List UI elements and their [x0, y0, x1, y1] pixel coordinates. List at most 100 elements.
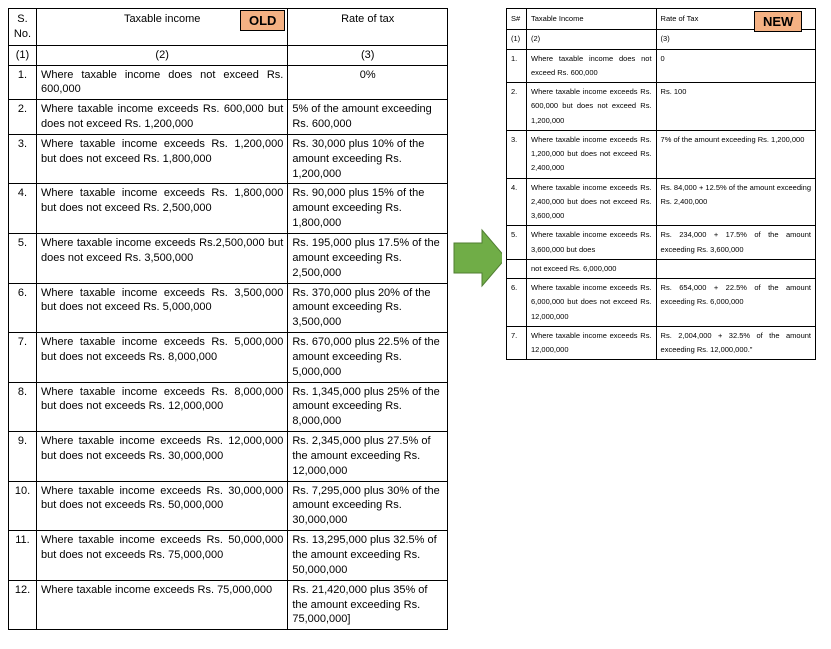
cell-rate: 5% of the amount exceeding Rs. 600,000: [288, 100, 448, 135]
cell-taxable-income: Where taxable income exceeds Rs. 1,800,0…: [36, 184, 287, 234]
table-row: 2.Where taxable income exceeds Rs. 600,0…: [9, 100, 448, 135]
old-table-section: OLD S. No. Taxable income Rate of tax (1…: [8, 8, 448, 630]
cell-sno: 7.: [507, 326, 527, 360]
cell-taxable-income: Where taxable income exceeds Rs. 30,000,…: [36, 481, 287, 531]
cell-sno: 2.: [507, 83, 527, 131]
cell-rate: Rs. 195,000 plus 17.5% of the amount exc…: [288, 233, 448, 283]
cell-taxable-income: Where taxable income exceeds Rs. 12,000,…: [526, 326, 656, 360]
subheader-3: (3): [656, 30, 815, 49]
cell-sno: 2.: [9, 100, 37, 135]
cell-taxable-income: Where taxable income exceeds Rs. 75,000,…: [36, 580, 287, 630]
cell-rate: Rs. 234,000 + 17.5% of the amount exceed…: [656, 226, 815, 260]
table-row: 7.Where taxable income exceeds Rs. 5,000…: [9, 333, 448, 383]
subheader-2: (2): [36, 45, 287, 65]
cell-taxable-income: not exceed Rs. 6,000,000: [526, 259, 656, 278]
old-tax-table: S. No. Taxable income Rate of tax (1) (2…: [8, 8, 448, 630]
table-row: 1.Where taxable income does not exceed R…: [9, 65, 448, 100]
cell-taxable-income: Where taxable income exceeds Rs. 3,500,0…: [36, 283, 287, 333]
cell-sno: 8.: [9, 382, 37, 432]
cell-taxable-income: Where taxable income exceeds Rs. 6,000,0…: [526, 279, 656, 327]
cell-rate: Rs. 370,000 plus 20% of the amount excee…: [288, 283, 448, 333]
cell-rate: [656, 259, 815, 278]
table-header-row: S. No. Taxable income Rate of tax: [9, 9, 448, 46]
cell-rate: Rs. 654,000 + 22.5% of the amount exceed…: [656, 279, 815, 327]
table-row: 4.Where taxable income exceeds Rs. 2,400…: [507, 178, 816, 226]
table-row: 3.Where taxable income exceeds Rs. 1,200…: [507, 130, 816, 178]
table-row: 6.Where taxable income exceeds Rs. 3,500…: [9, 283, 448, 333]
cell-taxable-income: Where taxable income exceeds Rs. 2,400,0…: [526, 178, 656, 226]
header-taxable-income: Taxable Income: [526, 9, 656, 30]
cell-sno: 3.: [9, 134, 37, 184]
old-badge: OLD: [240, 10, 285, 31]
cell-taxable-income: Where taxable income exceeds Rs. 50,000,…: [36, 531, 287, 581]
header-sno: S#: [507, 9, 527, 30]
cell-rate: Rs. 13,295,000 plus 32.5% of the amount …: [288, 531, 448, 581]
cell-rate: Rs. 1,345,000 plus 25% of the amount exc…: [288, 382, 448, 432]
cell-taxable-income: Where taxable income exceeds Rs. 1,200,0…: [36, 134, 287, 184]
cell-taxable-income: Where taxable income exceeds Rs. 600,000…: [36, 100, 287, 135]
table-row: 3.Where taxable income exceeds Rs. 1,200…: [9, 134, 448, 184]
cell-sno: 12.: [9, 580, 37, 630]
table-row: 5.Where taxable income exceeds Rs.2,500,…: [9, 233, 448, 283]
cell-taxable-income: Where taxable income does not exceed Rs.…: [36, 65, 287, 100]
right-arrow-icon: [452, 228, 502, 288]
cell-rate: 0: [656, 49, 815, 83]
table-row: 4.Where taxable income exceeds Rs. 1,800…: [9, 184, 448, 234]
cell-sno: 6.: [507, 279, 527, 327]
cell-sno: 9.: [9, 432, 37, 482]
cell-taxable-income: Where taxable income exceeds Rs. 600,000…: [526, 83, 656, 131]
new-badge: NEW: [754, 11, 802, 32]
cell-rate: 7% of the amount exceeding Rs. 1,200,000: [656, 130, 815, 178]
cell-rate: Rs. 7,295,000 plus 30% of the amount exc…: [288, 481, 448, 531]
cell-sno: 5.: [9, 233, 37, 283]
new-table-section: NEW S# Taxable Income Rate of Tax (1) (2…: [506, 8, 816, 360]
cell-rate: 0%: [288, 65, 448, 100]
subheader-1: (1): [9, 45, 37, 65]
cell-sno: 1.: [507, 49, 527, 83]
header-rate: Rate of tax: [288, 9, 448, 46]
cell-rate: Rs. 670,000 plus 22.5% of the amount exc…: [288, 333, 448, 383]
arrow-section: [452, 8, 502, 288]
table-subheader-row: (1) (2) (3): [507, 30, 816, 49]
cell-rate: Rs. 100: [656, 83, 815, 131]
cell-taxable-income: Where taxable income exceeds Rs. 12,000,…: [36, 432, 287, 482]
cell-sno: 10.: [9, 481, 37, 531]
cell-taxable-income: Where taxable income exceeds Rs. 3,600,0…: [526, 226, 656, 260]
cell-sno: 4.: [507, 178, 527, 226]
subheader-3: (3): [288, 45, 448, 65]
cell-taxable-income: Where taxable income exceeds Rs. 5,000,0…: [36, 333, 287, 383]
table-row: 6.Where taxable income exceeds Rs. 6,000…: [507, 279, 816, 327]
cell-sno: 7.: [9, 333, 37, 383]
subheader-2: (2): [526, 30, 656, 49]
cell-rate: Rs. 2,004,000 + 32.5% of the amount exce…: [656, 326, 815, 360]
cell-taxable-income: Where taxable income exceeds Rs. 1,200,0…: [526, 130, 656, 178]
table-row: 11.Where taxable income exceeds Rs. 50,0…: [9, 531, 448, 581]
cell-rate: Rs. 2,345,000 plus 27.5% of the amount e…: [288, 432, 448, 482]
cell-sno: 6.: [9, 283, 37, 333]
cell-rate: Rs. 30,000 plus 10% of the amount exceed…: [288, 134, 448, 184]
table-row: 12.Where taxable income exceeds Rs. 75,0…: [9, 580, 448, 630]
cell-rate: Rs. 21,420,000 plus 35% of the amount ex…: [288, 580, 448, 630]
cell-sno: 3.: [507, 130, 527, 178]
cell-taxable-income: Where taxable income does not exceed Rs.…: [526, 49, 656, 83]
table-row: 7.Where taxable income exceeds Rs. 12,00…: [507, 326, 816, 360]
header-sno: S. No.: [9, 9, 37, 46]
table-row: 2.Where taxable income exceeds Rs. 600,0…: [507, 83, 816, 131]
table-row: 1.Where taxable income does not exceed R…: [507, 49, 816, 83]
table-row: not exceed Rs. 6,000,000: [507, 259, 816, 278]
cell-rate: Rs. 84,000 + 12.5% of the amount exceedi…: [656, 178, 815, 226]
cell-sno: 5.: [507, 226, 527, 260]
new-tax-table: S# Taxable Income Rate of Tax (1) (2) (3…: [506, 8, 816, 360]
table-row: 10.Where taxable income exceeds Rs. 30,0…: [9, 481, 448, 531]
subheader-1: (1): [507, 30, 527, 49]
cell-sno: 4.: [9, 184, 37, 234]
cell-taxable-income: Where taxable income exceeds Rs.2,500,00…: [36, 233, 287, 283]
cell-rate: Rs. 90,000 plus 15% of the amount exceed…: [288, 184, 448, 234]
comparison-container: OLD S. No. Taxable income Rate of tax (1…: [8, 8, 823, 630]
cell-sno: 1.: [9, 65, 37, 100]
table-subheader-row: (1) (2) (3): [9, 45, 448, 65]
table-row: 9.Where taxable income exceeds Rs. 12,00…: [9, 432, 448, 482]
cell-sno: 11.: [9, 531, 37, 581]
cell-sno: [507, 259, 527, 278]
table-row: 8.Where taxable income exceeds Rs. 8,000…: [9, 382, 448, 432]
